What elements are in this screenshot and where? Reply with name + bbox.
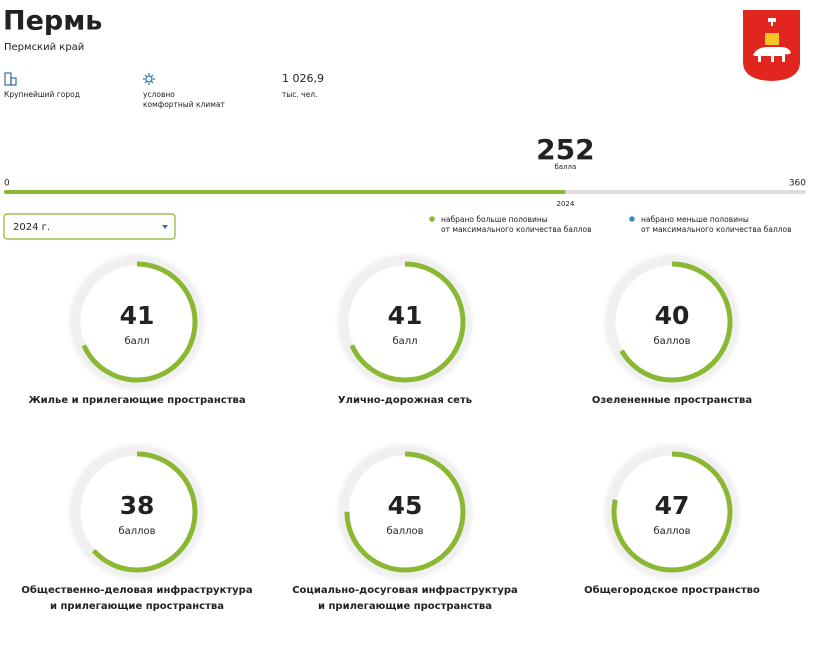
ring-arc — [611, 261, 733, 383]
city-title: Пермь — [3, 6, 102, 37]
ring-unit: балл — [124, 336, 149, 347]
score-year: 2024 — [556, 200, 574, 208]
select-arrow[interactable] — [162, 225, 168, 229]
select-box[interactable] — [3, 213, 176, 240]
ring-value: 47 — [655, 491, 690, 520]
ring-arc — [344, 451, 466, 573]
ring-value: 41 — [120, 301, 155, 330]
legend-text: набрано больше половины — [441, 215, 548, 224]
category-name: Общественно-деловая инфраструктура — [21, 584, 252, 596]
score-value: 252 — [536, 133, 594, 166]
legend-text: от максимального количества баллов — [441, 225, 592, 234]
ring-unit: баллов — [118, 526, 155, 537]
ring-value: 40 — [655, 301, 690, 330]
category-name: и прилегающие пространства — [50, 601, 224, 612]
score-unit: балла — [554, 163, 576, 171]
category-name: Улично-дорожная сеть — [338, 395, 472, 406]
ring-arc — [76, 451, 198, 573]
ring-bg — [606, 256, 738, 388]
legend-text: от максимального количества баллов — [641, 225, 792, 234]
ring-value: 38 — [120, 491, 155, 520]
sun-icon — [143, 73, 155, 85]
fact-label: Крупнейший город — [4, 90, 80, 99]
category-name: Общегородское пространство — [584, 584, 760, 596]
legend-text: набрано меньше половины — [641, 215, 749, 224]
ring-bg — [71, 256, 203, 388]
ring-value: 45 — [388, 491, 423, 520]
ring-unit: баллов — [653, 526, 690, 537]
category-name: Жилье и прилегающие пространства — [28, 395, 245, 406]
legend-dot — [629, 216, 635, 222]
category-name: Озелененные пространства — [592, 395, 752, 406]
ring-arc — [76, 261, 198, 383]
category-name: и прилегающие пространства — [318, 601, 492, 612]
select-value[interactable]: 2024 г. — [13, 222, 50, 233]
city-icon — [4, 72, 17, 86]
ring-unit: балл — [392, 336, 417, 347]
year-select[interactable]: 2024 г. — [3, 213, 176, 240]
scale-max: 360 — [789, 179, 806, 189]
ring-bg — [71, 446, 203, 578]
ring-arc — [611, 451, 733, 573]
category-name: Социально-досуговая инфраструктура — [292, 584, 518, 596]
fact-label: комфортный климат — [143, 100, 225, 109]
legend-dot — [429, 216, 435, 222]
fact-label: тыс. чел. — [282, 90, 317, 99]
fact-label: условно — [143, 90, 175, 99]
score-bar — [4, 190, 566, 194]
ring-value: 41 — [388, 301, 423, 330]
ring-unit: баллов — [386, 526, 423, 537]
ring-bg — [339, 446, 471, 578]
region: Пермский край — [4, 42, 84, 53]
scale-min: 0 — [4, 179, 10, 189]
coat-of-arms — [743, 10, 800, 81]
ring-bg — [606, 446, 738, 578]
ring-unit: баллов — [653, 336, 690, 347]
ring-arc — [344, 261, 466, 383]
fact-value: 1 026,9 — [282, 72, 324, 85]
ring-bg — [339, 256, 471, 388]
